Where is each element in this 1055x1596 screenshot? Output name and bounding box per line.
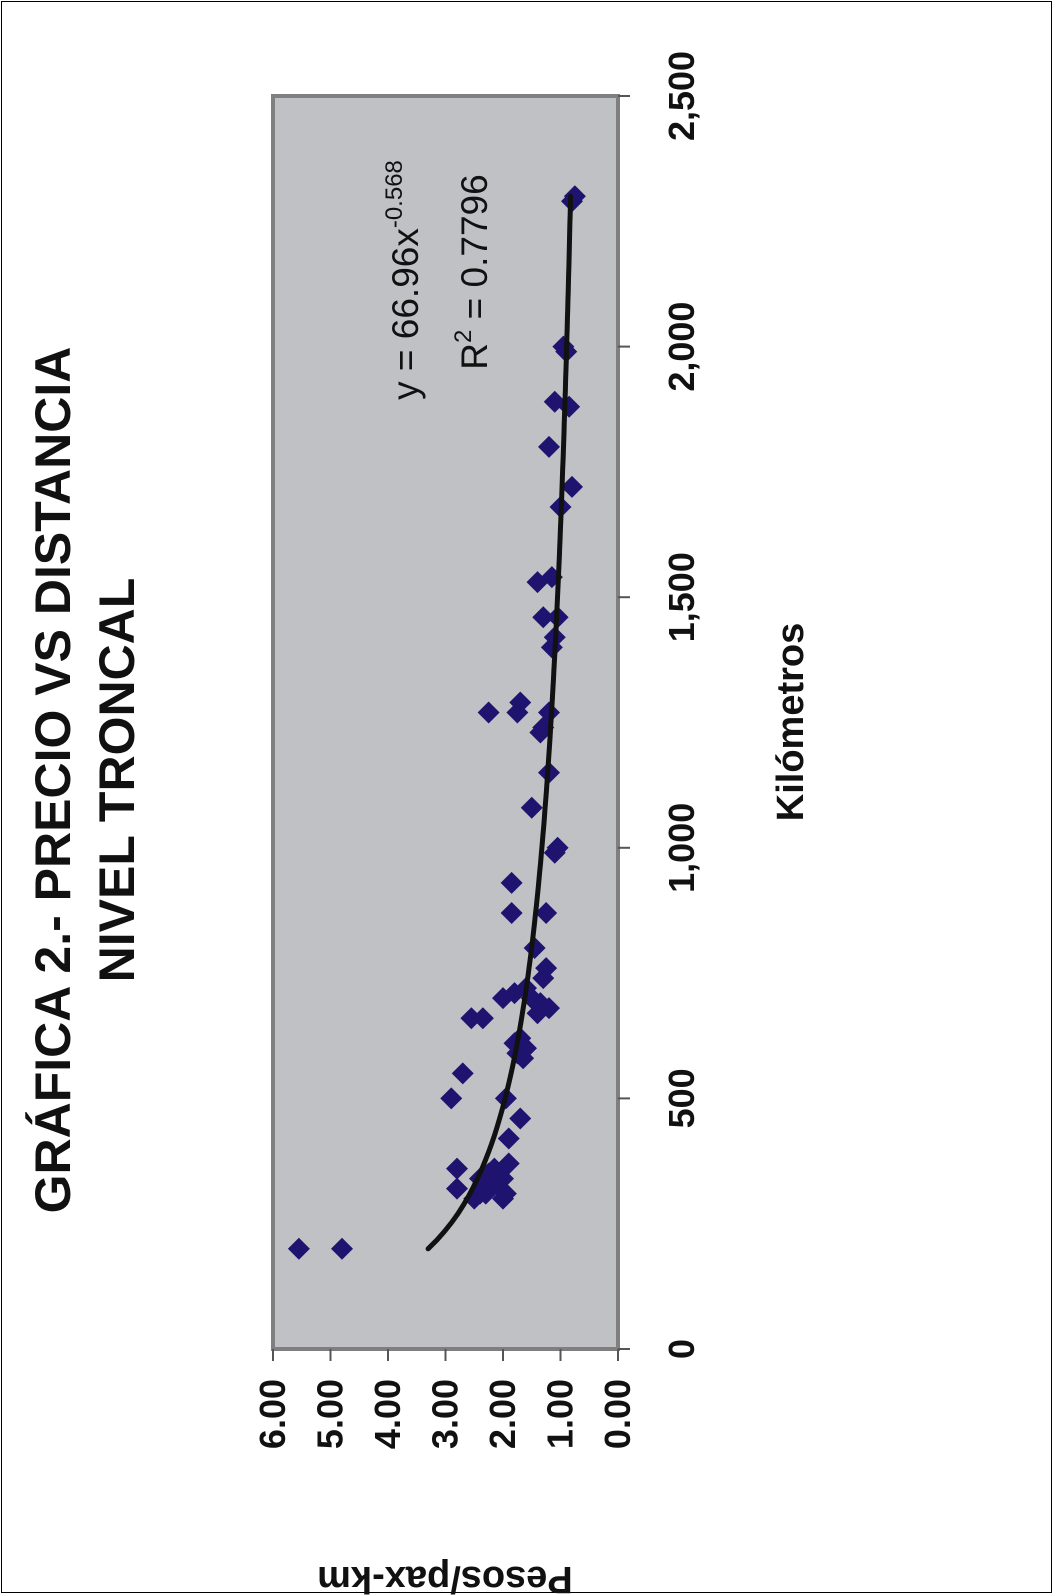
data-point	[561, 475, 583, 498]
data-point	[509, 691, 532, 714]
equation-exponent: -0.568	[381, 160, 408, 228]
data-point	[446, 1157, 468, 1180]
y-tick-label: 6.00	[252, 1379, 293, 1449]
data-point	[546, 836, 569, 859]
y-tick-label: 0.00	[597, 1379, 638, 1449]
y-axis-title: Pesos/pax-km	[317, 1558, 573, 1596]
data-point	[331, 1237, 353, 1260]
data-point	[509, 1107, 532, 1130]
data-point	[500, 871, 523, 894]
y-tick-label: 3.00	[425, 1379, 466, 1449]
y-tick-label: 1.00	[540, 1379, 581, 1449]
x-tick-label: 1,500	[661, 552, 702, 642]
plot-area	[271, 94, 620, 1351]
data-point	[497, 1152, 520, 1175]
r2-value: = 0.7796	[454, 174, 495, 329]
x-tick-label: 500	[661, 1068, 702, 1128]
data-point	[440, 1087, 463, 1110]
x-tick-label: 1,000	[661, 803, 702, 893]
data-point	[520, 796, 543, 819]
y-tick-labels: 0.00 1.00 2.00 3.00 4.00 5.00 6.00	[252, 1379, 638, 1449]
y-tick-label: 4.00	[367, 1379, 408, 1449]
data-point	[538, 435, 560, 458]
data-point	[460, 1007, 483, 1030]
x-tick-label: 0	[661, 1339, 702, 1359]
x-axis-title: Kilómetros	[770, 623, 812, 821]
trendline-equation: y = 66.96x-0.568	[381, 160, 426, 400]
data-points	[287, 185, 586, 1260]
data-point	[474, 1182, 497, 1205]
r2-prefix: R	[454, 343, 495, 370]
chart-title-line1: GRÁFICA 2.- PRECIO VS DISTANCIA	[25, 347, 81, 1214]
y-tick-label: 5.00	[310, 1379, 351, 1449]
r2-superscript: 2	[450, 330, 477, 343]
data-point	[538, 701, 560, 724]
data-point	[451, 1062, 474, 1085]
data-point	[477, 701, 500, 724]
x-tick-label: 2,000	[661, 302, 702, 392]
equation-main: y = 66.96x	[385, 228, 426, 400]
data-point	[535, 957, 558, 980]
x-tick-label: 2,500	[661, 51, 702, 141]
data-point	[497, 1127, 520, 1150]
data-point	[446, 1177, 468, 1200]
data-point	[471, 1007, 494, 1030]
data-point	[532, 606, 555, 629]
trendline	[425, 193, 574, 1252]
trendline-r2: R2 = 0.7796	[450, 174, 495, 369]
chart-title-line2: NIVEL TRONCAL	[89, 578, 145, 983]
data-point	[287, 1237, 310, 1260]
axis-ticks	[272, 95, 630, 1361]
x-tick-labels: 0 500 1,000 1,500 2,000 2,500	[661, 51, 702, 1359]
data-point	[500, 901, 523, 924]
data-point	[535, 901, 558, 924]
y-tick-label: 2.00	[482, 1379, 523, 1449]
data-point	[543, 390, 566, 413]
